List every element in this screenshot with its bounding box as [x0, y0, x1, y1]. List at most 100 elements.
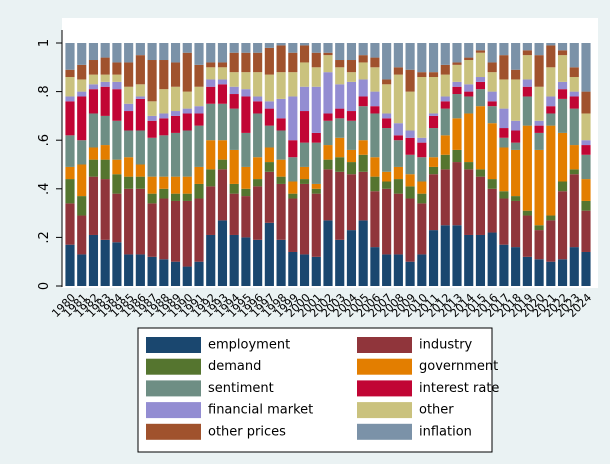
- bar-segment: [522, 43, 532, 51]
- legend-label: financial market: [208, 403, 313, 418]
- bar-segment: [276, 176, 286, 184]
- bar-segment: [428, 43, 439, 73]
- bar-segment: [557, 43, 568, 51]
- bar-segment: [194, 113, 204, 126]
- legend-swatch: [357, 380, 412, 397]
- bar-segment: [182, 91, 192, 109]
- bar-segment: [135, 43, 145, 56]
- bar-segment: [569, 96, 579, 109]
- bar-segment: [159, 188, 169, 199]
- bar-segment: [170, 176, 181, 194]
- bar-segment: [428, 157, 439, 167]
- bar-segment: [88, 113, 99, 148]
- bar-segment: [511, 43, 521, 70]
- bar-segment: [511, 79, 521, 121]
- bar-segment: [241, 188, 251, 197]
- bar-segment: [522, 79, 532, 87]
- bar-segment: [170, 62, 181, 87]
- legend-swatch: [357, 423, 412, 440]
- bar-segment: [124, 103, 134, 112]
- bar-segment: [170, 43, 181, 63]
- legend-label: employment: [208, 338, 290, 353]
- bar-segment: [323, 220, 333, 286]
- bar-segment: [276, 130, 286, 160]
- bar-segment: [522, 50, 532, 56]
- bar-segment: [405, 43, 415, 70]
- bar-segment: [335, 67, 345, 85]
- bar-segment: [417, 254, 427, 286]
- legend-swatch: [357, 337, 412, 353]
- bar-segment: [206, 140, 216, 170]
- bar-segment: [194, 198, 204, 262]
- bar-segment: [241, 43, 251, 53]
- bar-segment: [194, 64, 204, 87]
- bar-segment: [135, 176, 145, 189]
- bar-segment: [440, 101, 450, 109]
- bar-segment: [276, 183, 286, 240]
- bar-segment: [100, 57, 110, 75]
- bar-segment: [299, 43, 310, 46]
- bar-segment: [499, 108, 509, 129]
- bar-segment: [581, 154, 591, 180]
- bar-segment: [358, 154, 368, 172]
- bar-segment: [135, 188, 145, 255]
- bar-segment: [405, 137, 415, 155]
- bar-segment: [370, 43, 380, 58]
- bar-segment: [147, 115, 157, 121]
- bar-segment: [194, 86, 204, 107]
- bar-segment: [475, 89, 486, 107]
- bar-segment: [335, 84, 345, 109]
- bar-segment: [346, 149, 357, 163]
- bar-segment: [464, 43, 474, 58]
- bar-segment: [346, 162, 357, 175]
- bar-segment: [112, 193, 122, 243]
- bar-segment: [370, 106, 380, 114]
- bar-segment: [382, 43, 392, 80]
- legend-label: government: [419, 359, 498, 374]
- bar-segment: [428, 230, 439, 286]
- bar-segment: [159, 135, 169, 177]
- bar-segment: [534, 132, 544, 150]
- bar-segment: [440, 108, 450, 136]
- bar-segment: [217, 140, 228, 160]
- bar-segment: [288, 140, 298, 158]
- bar-segment: [557, 50, 568, 56]
- bar-segment: [170, 261, 181, 286]
- bar-segment: [557, 191, 568, 260]
- bar-segment: [452, 94, 462, 119]
- bar-segment: [159, 259, 169, 286]
- bar-segment: [428, 77, 439, 114]
- bar-segment: [323, 43, 333, 53]
- bar-segment: [311, 142, 321, 184]
- bar-segment: [511, 120, 521, 131]
- bar-segment: [147, 256, 157, 286]
- bar-segment: [546, 67, 556, 97]
- bar-segment: [393, 140, 403, 167]
- bar-segment: [335, 171, 345, 240]
- bar-segment: [88, 234, 99, 286]
- bar-segment: [358, 220, 368, 286]
- bar-segment: [194, 166, 204, 184]
- bar-segment: [569, 43, 579, 68]
- bar-segment: [382, 79, 392, 85]
- bar-segment: [475, 50, 486, 53]
- bar-segment: [77, 64, 87, 80]
- bar-segment: [487, 91, 497, 102]
- bar-segment: [464, 57, 474, 61]
- bar-segment: [194, 43, 204, 65]
- bar-segment: [112, 74, 122, 82]
- bar-segment: [206, 79, 216, 87]
- bar-segment: [112, 242, 122, 286]
- bar-segment: [170, 132, 181, 177]
- bar-segment: [370, 247, 380, 286]
- bar-segment: [452, 62, 462, 65]
- bar-segment: [194, 261, 204, 286]
- bar-segment: [475, 81, 486, 90]
- bar-segment: [288, 96, 298, 141]
- bar-segment: [135, 55, 145, 85]
- bar-segment: [253, 239, 263, 286]
- bar-segment: [311, 86, 321, 133]
- bar-segment: [253, 179, 263, 187]
- bar-segment: [452, 162, 462, 226]
